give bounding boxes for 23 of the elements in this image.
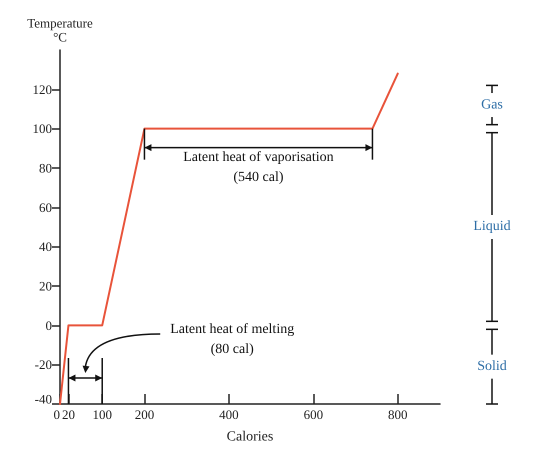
line-series [59,72,399,405]
y-tick-label: 100 [32,121,52,136]
y-tick-label: 40 [39,239,52,254]
x-tick-label: 100 [92,407,112,422]
y-tick-label: -40 [34,392,52,406]
x-tick-label: 800 [388,407,408,422]
y-tick-label: 120 [32,82,52,97]
x-tick-label: 20 [62,407,75,422]
y-tick-label: 20 [39,278,52,294]
y-tick-label: 80 [39,160,52,176]
annotation: Latent heat of melting (80 cal) [170,322,294,358]
text: Solid [477,358,507,374]
y-axis-title: Temperature °C [27,16,93,44]
y-tick-label: -20 [34,357,52,372]
y-tick-label: 60 [39,200,52,215]
x-tick-label: 400 [219,407,239,422]
annotation: Latent heat of vaporisation (540 cal) [183,150,334,185]
x-tick-label: 600 [304,407,324,422]
y-tick-label: 0 [46,318,52,333]
x-axis-title: Calories [226,430,274,444]
x-tick-label: 200 [134,407,154,422]
text: Gas [481,97,503,112]
text: Liquid [473,219,511,234]
